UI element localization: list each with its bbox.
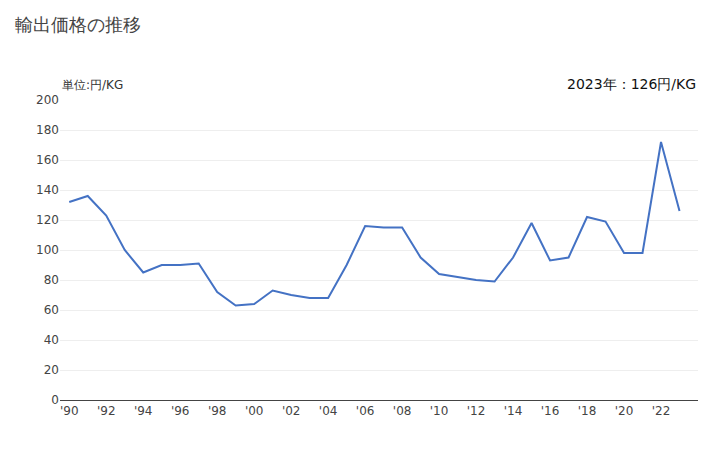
svg-text:60: 60 bbox=[44, 303, 59, 317]
svg-text:'12: '12 bbox=[467, 404, 486, 418]
svg-text:'96: '96 bbox=[171, 404, 190, 418]
svg-text:200: 200 bbox=[36, 93, 59, 107]
svg-text:'02: '02 bbox=[282, 404, 301, 418]
svg-text:'22: '22 bbox=[652, 404, 671, 418]
svg-text:'04: '04 bbox=[319, 404, 338, 418]
svg-text:'00: '00 bbox=[245, 404, 264, 418]
svg-text:120: 120 bbox=[36, 213, 59, 227]
svg-text:80: 80 bbox=[44, 273, 59, 287]
svg-text:'08: '08 bbox=[393, 404, 412, 418]
svg-text:単位:円/KG: 単位:円/KG bbox=[62, 78, 123, 92]
svg-text:160: 160 bbox=[36, 153, 59, 167]
svg-text:2023年：126円/KG: 2023年：126円/KG bbox=[567, 76, 696, 92]
svg-text:'16: '16 bbox=[541, 404, 560, 418]
svg-text:140: 140 bbox=[36, 183, 59, 197]
svg-text:'90: '90 bbox=[60, 404, 79, 418]
svg-text:'10: '10 bbox=[430, 404, 449, 418]
svg-text:'18: '18 bbox=[578, 404, 597, 418]
svg-text:180: 180 bbox=[36, 123, 59, 137]
svg-text:'06: '06 bbox=[356, 404, 375, 418]
svg-text:'94: '94 bbox=[134, 404, 153, 418]
svg-text:100: 100 bbox=[36, 243, 59, 257]
svg-text:輸出価格の推移: 輸出価格の推移 bbox=[15, 14, 141, 35]
svg-text:0: 0 bbox=[51, 393, 59, 407]
svg-text:'14: '14 bbox=[504, 404, 523, 418]
svg-text:'20: '20 bbox=[615, 404, 634, 418]
svg-text:'98: '98 bbox=[208, 404, 227, 418]
svg-text:20: 20 bbox=[44, 363, 59, 377]
svg-text:'92: '92 bbox=[97, 404, 116, 418]
svg-text:40: 40 bbox=[44, 333, 59, 347]
